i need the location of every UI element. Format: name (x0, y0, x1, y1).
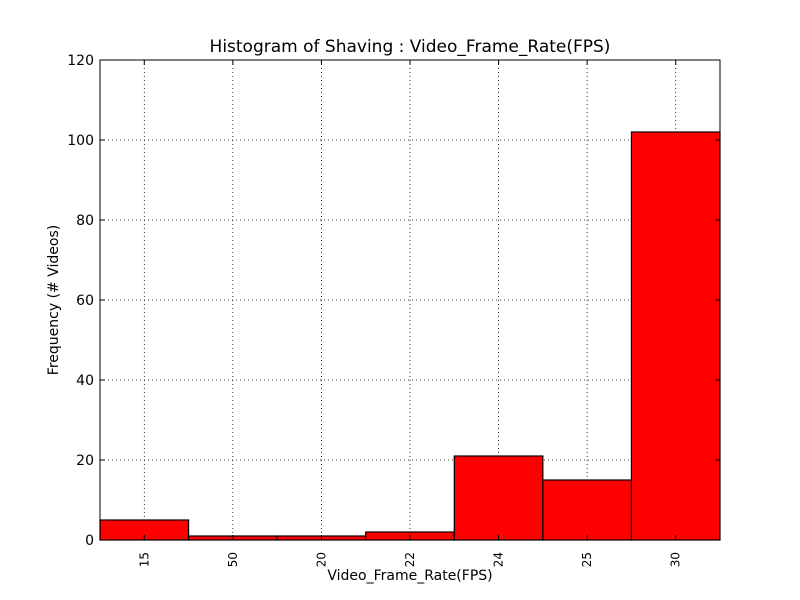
histogram-bar (542, 479, 633, 541)
y-tick-label: 20 (76, 453, 94, 469)
x-tick-label: 50 (226, 552, 240, 567)
chart-title: Histogram of Shaving : Video_Frame_Rate(… (210, 37, 611, 57)
x-tick-label: 24 (492, 552, 506, 567)
histogram-bar (630, 131, 721, 541)
y-tick-label: 0 (85, 533, 94, 549)
y-tick-label: 80 (76, 213, 94, 229)
x-axis-label: Video_Frame_Rate(FPS) (327, 568, 492, 584)
histogram-bar (453, 455, 544, 541)
x-tick-label: 30 (669, 552, 683, 567)
x-tick-label: 20 (314, 552, 328, 567)
axis-ticks: 0 20 40 60 80 100 120 15 50 20 22 24 25 30 (67, 53, 720, 567)
y-tick-label: 60 (76, 293, 94, 309)
y-axis-label: Frequency (# Videos) (46, 225, 62, 375)
x-tick-label: 15 (137, 552, 151, 567)
y-tick-label: 40 (76, 373, 94, 389)
x-tick-label: 25 (580, 552, 594, 567)
y-tick-label: 120 (67, 53, 94, 69)
y-tick-label: 100 (67, 133, 94, 149)
bars (99, 131, 721, 541)
x-tick-label: 22 (403, 552, 417, 567)
